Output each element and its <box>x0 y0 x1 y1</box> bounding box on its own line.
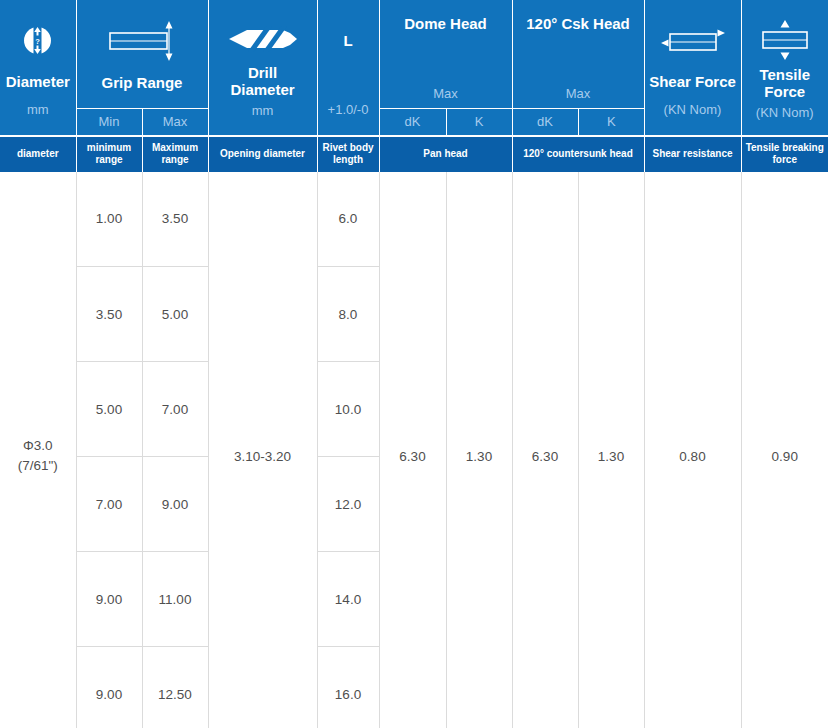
diameter-icon: ? <box>20 23 55 62</box>
rivet-spec-page: ? Diameter mm <box>0 0 828 728</box>
grip-range-title: Grip Range <box>102 74 183 91</box>
grip-max-value: 11.00 <box>142 552 208 647</box>
dome-k-value: 1.30 <box>446 172 512 728</box>
diameter-value: Φ3.0 (7/61") <box>0 172 76 728</box>
drill-diameter-unit: mm <box>252 103 274 118</box>
table-row: Φ3.0 (7/61") 1.00 3.50 3.10-3.20 6.0 6.3… <box>0 172 828 267</box>
svg-text:?: ? <box>35 37 40 46</box>
drill-subheader: Opening diameter <box>208 136 317 172</box>
drill-bit-icon <box>227 26 299 56</box>
grip-max-value: 12.50 <box>142 647 208 728</box>
dome-head-max-label: Max <box>433 86 458 101</box>
diameter-unit: mm <box>27 102 49 117</box>
shear-force-title: Shear Force <box>649 73 736 90</box>
tensile-force-icon <box>756 18 814 66</box>
col-header-tensile-force: Tensile Force (KN Nom) <box>741 0 828 136</box>
length-tolerance: +1.0/-0 <box>328 102 369 117</box>
grip-min-subheader: minimum range <box>76 136 142 172</box>
dome-dk-label: dK <box>379 109 446 136</box>
col-header-csk-head: 120° Csk Head Max <box>512 0 644 109</box>
grip-range-icon <box>101 20 183 66</box>
grip-min-value: 3.50 <box>76 267 142 362</box>
grip-min-value: 5.00 <box>76 362 142 457</box>
grip-max-value: 7.00 <box>142 362 208 457</box>
tensile-force-title: Tensile Force <box>742 66 828 101</box>
col-header-dome-head: Dome Head Max <box>379 0 512 109</box>
diameter-value-mm: Φ3.0 <box>0 436 76 456</box>
csk-subheader: 120° countersunk head <box>512 136 644 172</box>
shear-subheader: Shear resistance <box>644 136 741 172</box>
col-header-diameter: ? Diameter mm <box>0 0 76 136</box>
col-header-shear-force: Shear Force (KN Nom) <box>644 0 741 136</box>
length-value: 12.0 <box>317 457 379 552</box>
rivet-spec-table: ? Diameter mm <box>0 0 828 728</box>
grip-max-value: 9.00 <box>142 457 208 552</box>
drill-diameter-title: Drill Diameter <box>226 64 300 99</box>
col-header-drill-diameter: Drill Diameter mm <box>208 0 317 136</box>
grip-max-subheader: Maximum range <box>142 136 208 172</box>
grip-min-value: 9.00 <box>76 552 142 647</box>
csk-head-title: 120° Csk Head <box>526 15 630 32</box>
grip-max-label: Max <box>142 109 208 136</box>
length-value: 16.0 <box>317 647 379 728</box>
shear-force-unit: (KN Nom) <box>664 102 722 117</box>
length-title: L <box>343 32 352 49</box>
csk-head-max-label: Max <box>566 86 591 101</box>
shear-force-value: 0.80 <box>644 172 741 728</box>
drill-diameter-value: 3.10-3.20 <box>208 172 317 728</box>
csk-k-label: K <box>578 109 644 136</box>
col-header-length: L +1.0/-0 <box>317 0 379 136</box>
col-header-grip-range: Grip Range <box>76 0 208 109</box>
diameter-subheader: diameter <box>0 136 76 172</box>
dome-head-title: Dome Head <box>404 15 487 32</box>
grip-max-value: 3.50 <box>142 172 208 267</box>
csk-dk-value: 6.30 <box>512 172 578 728</box>
grip-min-value: 9.00 <box>76 647 142 728</box>
grip-min-value: 1.00 <box>76 172 142 267</box>
diameter-value-inch: (7/61") <box>0 456 76 476</box>
shear-force-icon <box>660 24 726 62</box>
grip-max-value: 5.00 <box>142 267 208 362</box>
length-value: 14.0 <box>317 552 379 647</box>
csk-k-value: 1.30 <box>578 172 644 728</box>
dome-k-label: K <box>446 109 512 136</box>
length-value: 6.0 <box>317 172 379 267</box>
grip-min-value: 7.00 <box>76 457 142 552</box>
grip-min-label: Min <box>76 109 142 136</box>
diameter-title: Diameter <box>6 73 70 90</box>
length-value: 10.0 <box>317 362 379 457</box>
dome-dk-value: 6.30 <box>379 172 446 728</box>
csk-dk-label: dK <box>512 109 578 136</box>
tensile-force-value: 0.90 <box>741 172 828 728</box>
length-value: 8.0 <box>317 267 379 362</box>
tensile-subheader: Tensile breaking force <box>741 136 828 172</box>
length-subheader: Rivet body length <box>317 136 379 172</box>
dome-subheader: Pan head <box>379 136 512 172</box>
tensile-force-unit: (KN Nom) <box>756 105 814 120</box>
